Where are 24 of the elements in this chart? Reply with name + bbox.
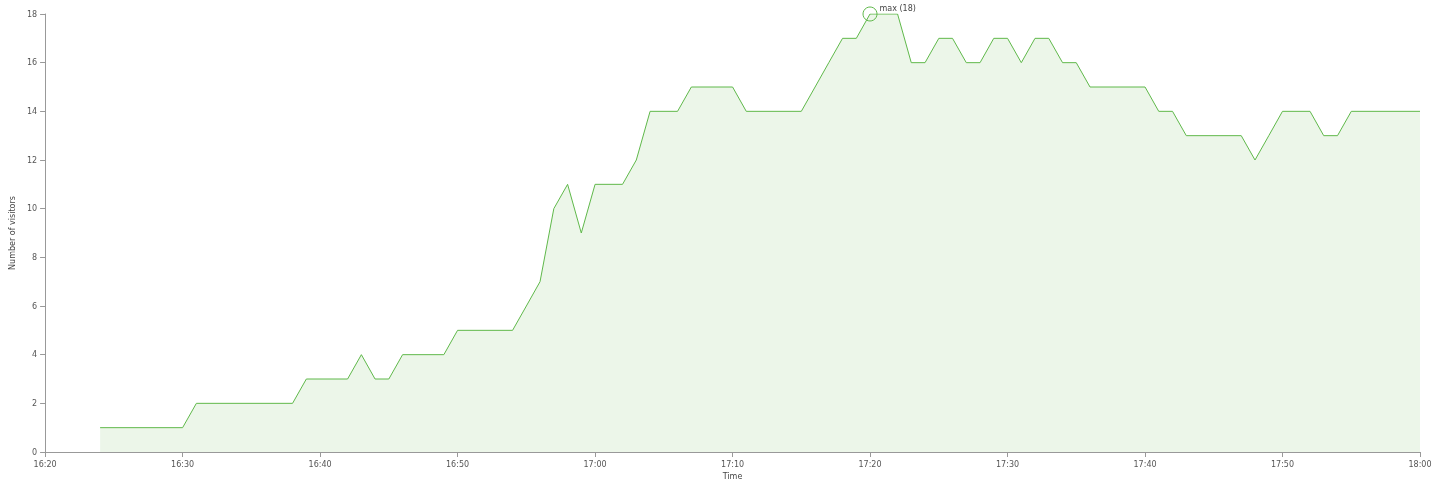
y-tick-label: 10	[26, 204, 38, 214]
x-tick-label: 18:00	[1408, 459, 1432, 469]
y-tick-label: 4	[31, 350, 38, 360]
x-tick-label: 17:40	[1133, 459, 1157, 469]
y-tick-label: 12	[26, 155, 38, 165]
y-tick-label: 2	[31, 398, 38, 408]
y-axis-title: Number of visitors	[7, 196, 17, 270]
y-tick-label: 18	[26, 9, 38, 19]
y-tick-label: 0	[31, 447, 38, 457]
annotation: max (18)	[879, 3, 916, 13]
y-tick-label: 6	[31, 301, 38, 311]
y-tick-label: 14	[26, 106, 38, 116]
x-tick-label: 16:50	[446, 459, 470, 469]
y-tick-label: 8	[31, 252, 38, 262]
x-tick-label: 17:50	[1270, 459, 1295, 469]
x-axis-title: Time	[721, 472, 743, 482]
x-tick-label: 16:20	[33, 459, 57, 469]
x-tick-label: 17:20	[858, 459, 882, 469]
x-tick-label: 17:10	[721, 459, 745, 469]
x-tick-label: 16:40	[308, 459, 332, 469]
y-tick-label: 16	[26, 58, 38, 68]
x-tick-label: 17:00	[583, 459, 607, 469]
x-tick-label: 16:30	[171, 459, 195, 469]
x-tick-label: 17:30	[996, 459, 1020, 469]
